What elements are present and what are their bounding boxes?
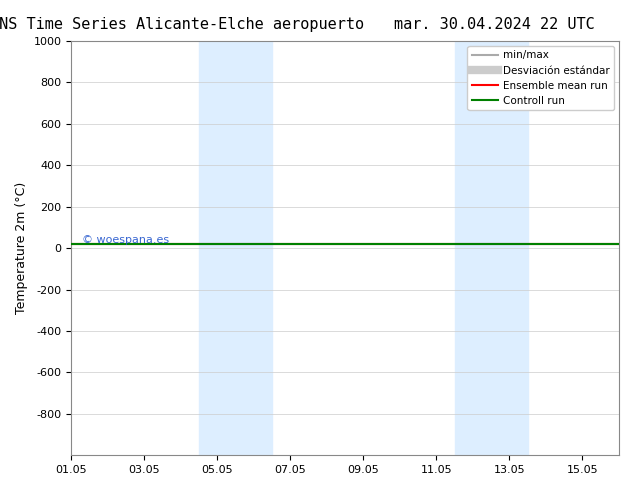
Y-axis label: Temperature 2m (°C): Temperature 2m (°C): [15, 182, 28, 314]
Text: © woespana.es: © woespana.es: [82, 235, 169, 245]
Text: mar. 30.04.2024 22 UTC: mar. 30.04.2024 22 UTC: [394, 17, 595, 32]
Text: ENS Time Series Alicante-Elche aeropuerto: ENS Time Series Alicante-Elche aeropuert…: [0, 17, 365, 32]
Legend: min/max, Desviación estándar, Ensemble mean run, Controll run: min/max, Desviación estándar, Ensemble m…: [467, 46, 614, 110]
Bar: [455, 41, 527, 455]
Bar: [199, 41, 272, 455]
